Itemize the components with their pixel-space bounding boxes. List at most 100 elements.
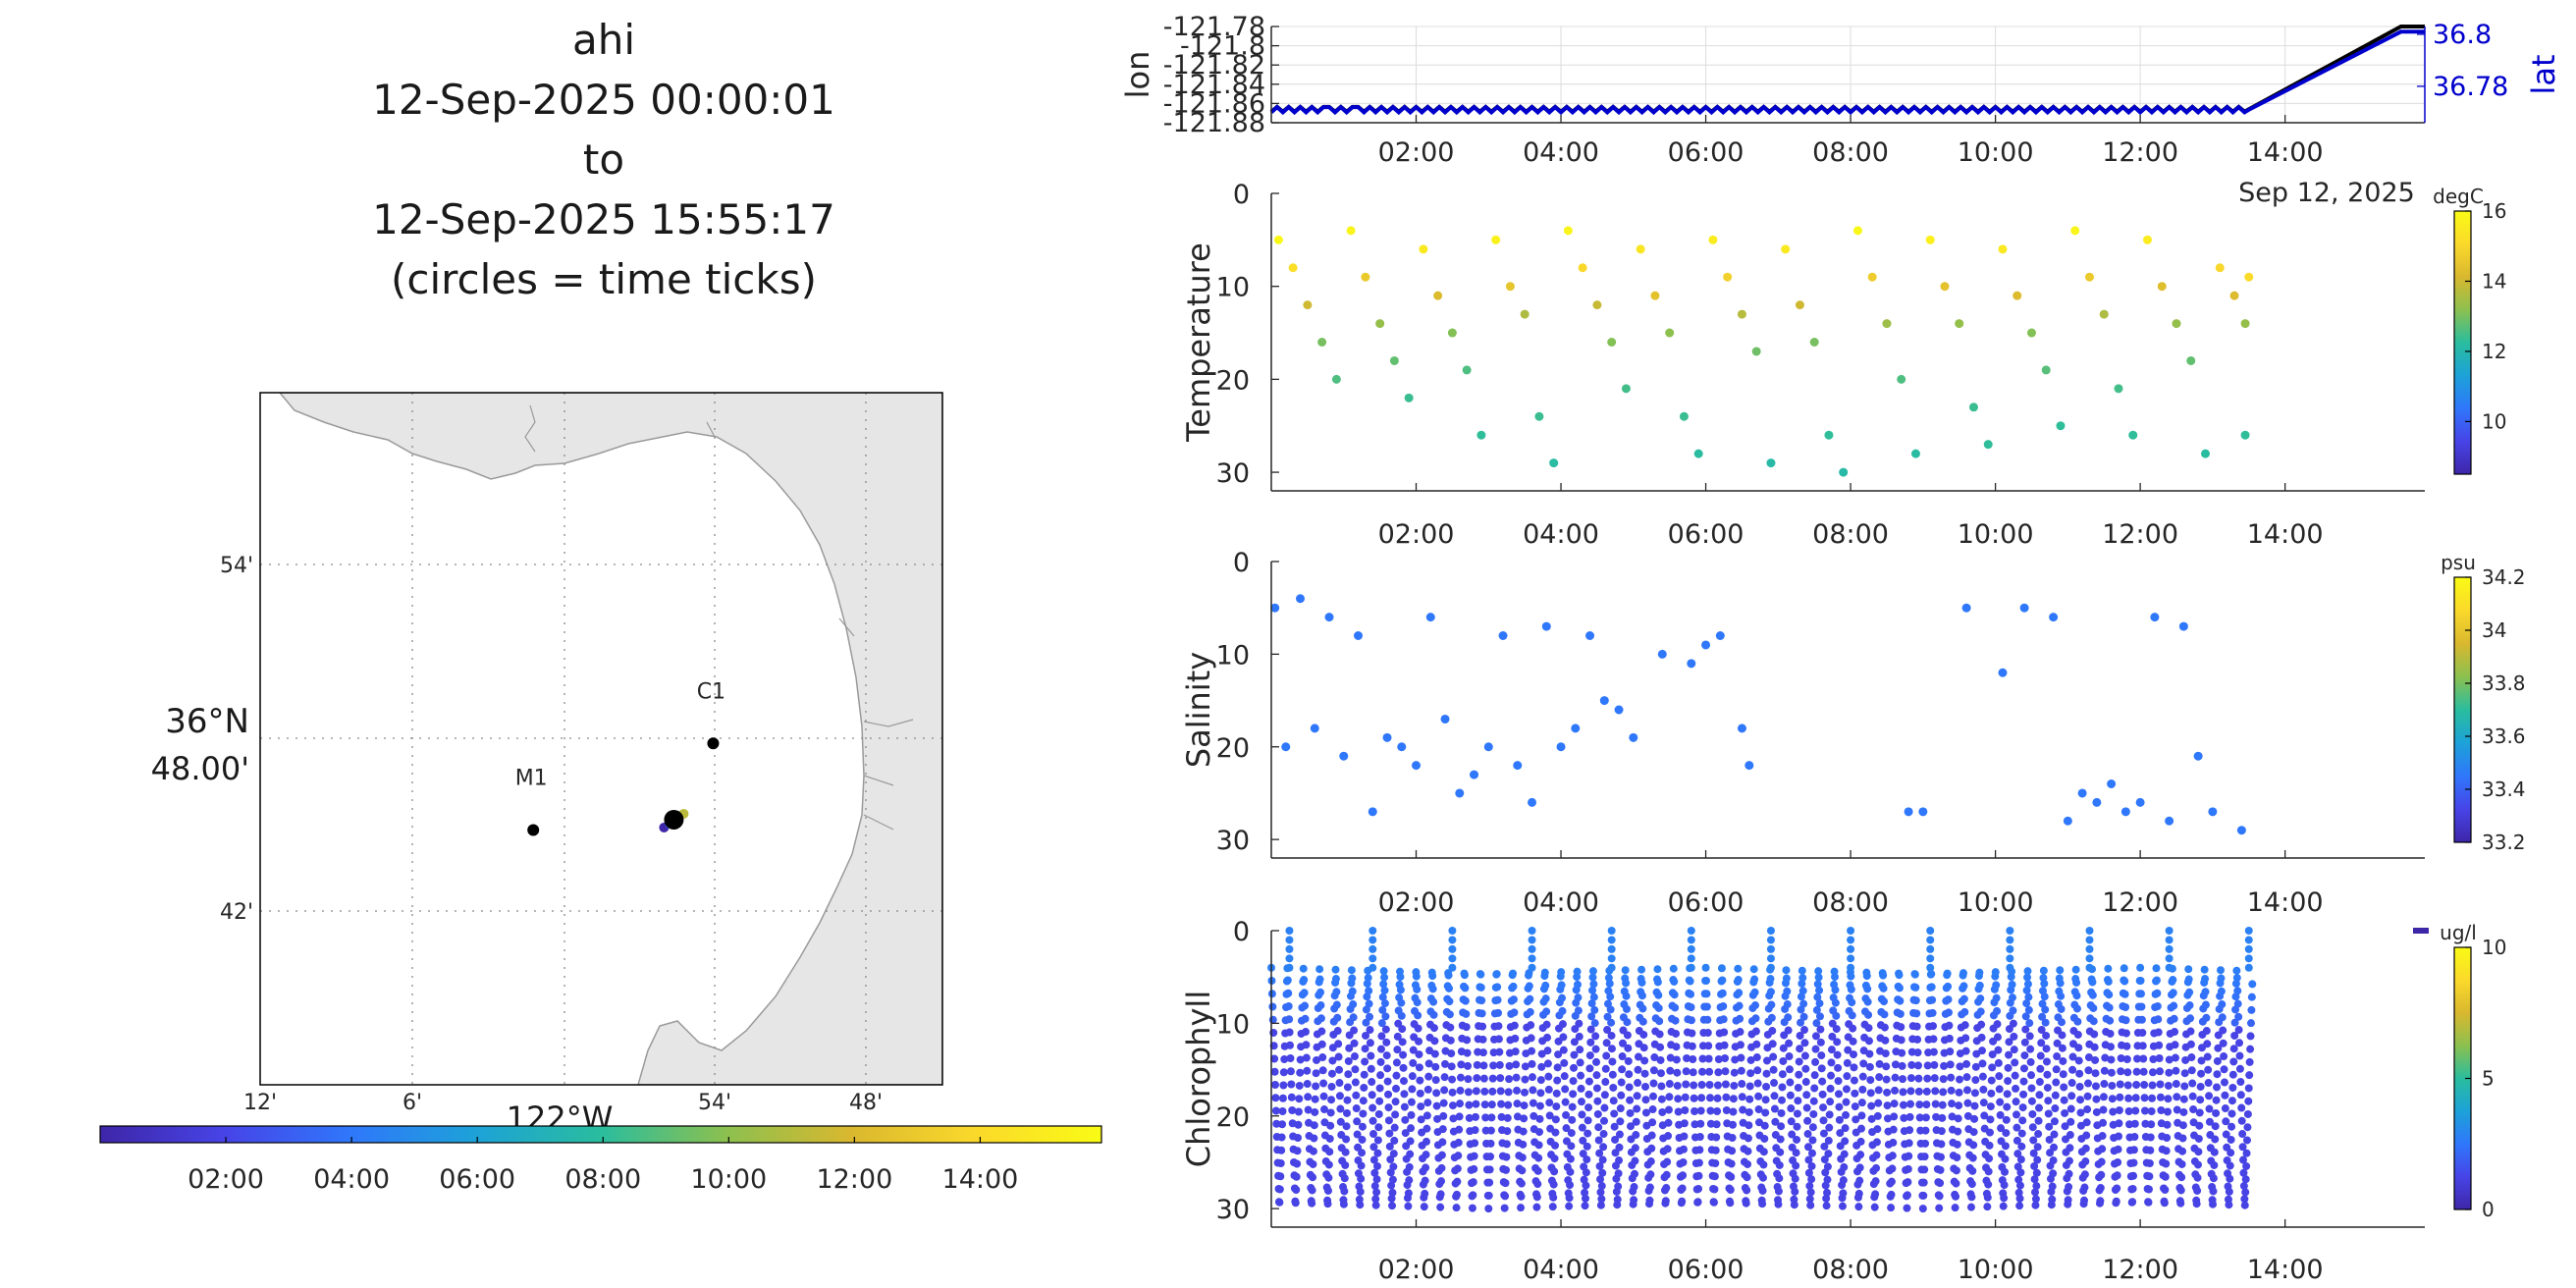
data-point xyxy=(2162,1147,2171,1155)
data-point xyxy=(1872,1163,1881,1172)
data-point xyxy=(1284,1002,1293,1011)
data-point xyxy=(2001,1167,2010,1176)
data-point xyxy=(2016,1155,2025,1164)
data-point xyxy=(1911,983,1920,992)
data-point xyxy=(1851,1102,1859,1111)
data-point xyxy=(1630,1183,1638,1192)
data-point xyxy=(1542,1020,1551,1029)
surface-point xyxy=(1448,927,1457,935)
data-point xyxy=(2123,1068,2132,1077)
data-point xyxy=(1390,1123,1399,1132)
title-line-4: 12-Sep-2025 15:55:17 xyxy=(372,195,835,243)
data-point xyxy=(1422,1151,1430,1159)
data-point xyxy=(1361,1045,1369,1053)
data-point xyxy=(1833,1050,1842,1059)
data-point xyxy=(1278,1106,1287,1115)
data-point xyxy=(2058,1044,2066,1052)
data-point xyxy=(1509,982,1518,991)
data-point xyxy=(1416,1076,1424,1085)
data-point xyxy=(1690,1094,1698,1102)
data-point xyxy=(1571,724,1581,733)
data-point xyxy=(1423,1085,1432,1094)
data-point xyxy=(1690,1081,1698,1090)
data-point xyxy=(2170,1014,2178,1023)
data-point xyxy=(1798,974,1807,983)
data-point xyxy=(1598,1155,1607,1164)
data-point xyxy=(1650,1053,1659,1062)
data-point xyxy=(1807,1149,1816,1157)
data-point xyxy=(1881,1049,1890,1058)
data-point xyxy=(2065,1183,2073,1192)
x-tick-label: 14:00 xyxy=(2247,137,2324,168)
surface-point xyxy=(2165,927,2174,935)
data-point xyxy=(1937,1140,1946,1149)
x-tick-label: 02:00 xyxy=(1378,1255,1455,1285)
x-tick-label: 08:00 xyxy=(1812,137,1889,168)
data-point xyxy=(1285,1015,1294,1024)
data-point xyxy=(1407,1124,1416,1133)
data-point xyxy=(1706,1106,1715,1115)
data-point xyxy=(2001,1142,2010,1151)
data-point xyxy=(2057,992,2066,1000)
data-point xyxy=(2090,1043,2099,1051)
surface-point xyxy=(1607,936,1616,944)
surface-point xyxy=(1687,927,1695,935)
data-point xyxy=(2089,1003,2098,1012)
data-point xyxy=(1425,613,1435,622)
data-point xyxy=(2238,1130,2247,1139)
surface-point xyxy=(1285,954,1294,963)
data-point xyxy=(1721,1080,1730,1089)
data-point xyxy=(1323,1186,1332,1195)
data-point xyxy=(1751,1014,1760,1023)
data-point xyxy=(2125,1120,2134,1129)
data-point xyxy=(1304,1105,1313,1114)
map-lat-main-minutes: 48.00' xyxy=(151,750,249,787)
x-tick-label: 10:00 xyxy=(1958,887,2034,918)
data-point xyxy=(1513,1086,1522,1095)
data-point xyxy=(1502,1140,1511,1149)
x-tick-label: 04:00 xyxy=(1523,519,1599,550)
data-point xyxy=(2242,1136,2251,1145)
data-point xyxy=(2041,1018,2050,1027)
data-point xyxy=(1841,1137,1850,1146)
data-point xyxy=(1855,1163,1864,1172)
title-line-3: to xyxy=(582,135,625,184)
data-point xyxy=(1921,1139,1930,1148)
data-point xyxy=(2209,1187,2218,1196)
data-point xyxy=(1657,1082,1666,1091)
data-point xyxy=(2012,1123,2021,1132)
data-point xyxy=(1944,1008,1953,1017)
data-point xyxy=(2084,1066,2093,1075)
data-point xyxy=(1679,1158,1688,1167)
data-point xyxy=(2012,1136,2021,1145)
data-point xyxy=(2120,964,2128,973)
data-point xyxy=(2233,987,2242,995)
data-point xyxy=(1743,1173,1751,1182)
data-point xyxy=(1380,986,1389,994)
data-point xyxy=(1977,1033,1986,1042)
data-point xyxy=(1319,1092,1328,1100)
data-point xyxy=(2042,1045,2051,1053)
data-point xyxy=(2116,1093,2124,1101)
data-point xyxy=(1927,970,1936,979)
surface-point xyxy=(1528,944,1536,953)
data-point xyxy=(1799,1012,1808,1021)
data-point xyxy=(1753,1066,1762,1075)
data-point xyxy=(1994,1058,2003,1067)
data-point xyxy=(1855,1176,1864,1185)
data-point xyxy=(1962,1086,1971,1095)
data-point xyxy=(1370,1168,1379,1177)
data-point xyxy=(1270,1067,1279,1076)
data-point xyxy=(1870,1203,1879,1211)
data-point xyxy=(1796,1045,1804,1053)
data-point xyxy=(1679,411,1689,421)
data-point xyxy=(1405,1162,1414,1171)
data-point xyxy=(1800,1039,1809,1047)
data-point xyxy=(1569,1090,1578,1099)
data-point xyxy=(1376,1071,1385,1080)
data-point xyxy=(1566,1167,1575,1176)
data-point xyxy=(1975,981,1984,990)
data-point xyxy=(1883,1101,1892,1110)
data-point xyxy=(1831,986,1840,994)
data-point xyxy=(2014,1188,2023,1197)
